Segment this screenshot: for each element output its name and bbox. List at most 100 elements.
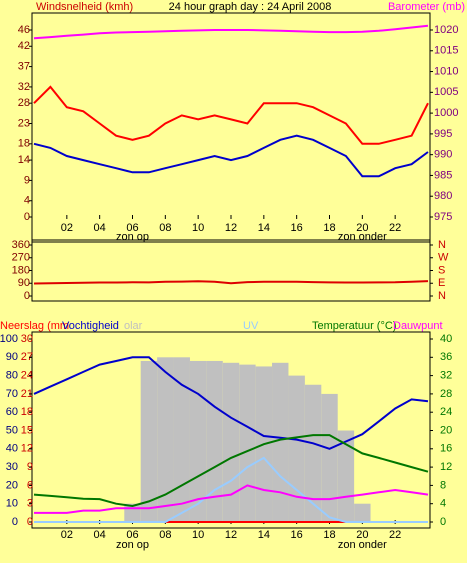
y-tick-label: 4 <box>24 195 30 207</box>
y-tick-label: 46 <box>18 24 30 36</box>
series-line <box>33 434 429 508</box>
y-tick-label: 0 <box>24 211 30 223</box>
solar-bar <box>304 384 322 522</box>
solar-bar <box>337 430 355 522</box>
series-line <box>33 134 429 178</box>
solar-bar <box>157 357 174 522</box>
solar-bar <box>272 362 289 522</box>
solar-bar <box>206 360 223 522</box>
y3-tick-label: 30 <box>21 333 33 345</box>
x-tick-label: 12 <box>225 529 237 541</box>
y-tick-label: 23 <box>18 117 30 129</box>
y3-tick-label: 12 <box>21 443 33 455</box>
y-tick-label: 60 <box>6 406 18 418</box>
y-tick-label: 42 <box>18 40 30 52</box>
y-tick-label: 0 <box>12 516 18 528</box>
solar-bar <box>189 360 207 522</box>
series-line <box>33 85 429 145</box>
x-tick-label: 20 <box>356 222 368 234</box>
x-tick-label: 04 <box>94 222 106 234</box>
y-tick-label: 9 <box>24 174 30 186</box>
y-tick-label: 70 <box>6 388 18 400</box>
x-tick-label: 22 <box>389 222 401 234</box>
y-tick-label: 0 <box>24 290 30 302</box>
x-tick-label: 16 <box>291 222 303 234</box>
series-line <box>33 356 429 450</box>
x-tick-label: 10 <box>192 529 204 541</box>
y-tick-label: 20 <box>6 479 18 491</box>
x-tick-label: 06 <box>126 222 138 234</box>
y-tick-label: 180 <box>12 264 30 276</box>
y2-tick-label: 995 <box>434 128 452 140</box>
legend-entry: Dauwpunt <box>393 320 443 332</box>
y-tick-label: 14 <box>18 154 30 166</box>
series-line <box>33 24 429 40</box>
y-tick-label: 90 <box>6 351 18 363</box>
y2-tick-label: 990 <box>434 149 452 161</box>
y-tick-label: 32 <box>18 81 30 93</box>
annotation: zon op <box>116 231 149 243</box>
y2-tick-label: 16 <box>440 443 452 455</box>
y-tick-label: 270 <box>12 252 30 264</box>
y2-tick-label: 1005 <box>434 86 458 98</box>
x-tick-label: 02 <box>61 222 73 234</box>
y-tick-label: 37 <box>18 60 30 72</box>
y2-tick-label: 980 <box>434 190 452 202</box>
y2-tick-label: 36 <box>440 351 452 363</box>
series-line <box>33 280 429 285</box>
y2-tick-label: 4 <box>440 498 446 510</box>
x-tick-label: 16 <box>291 529 303 541</box>
x-tick-label: 08 <box>159 529 171 541</box>
solar-bar <box>288 375 305 522</box>
y-tick-label: 30 <box>6 461 18 473</box>
solar-bar <box>239 364 256 522</box>
annotation: zon op <box>116 539 149 551</box>
legend-entry: UV <box>243 320 259 332</box>
panel-frame <box>31 239 431 302</box>
y3-tick-label: 18 <box>21 406 33 418</box>
y2-tick-label: E <box>438 277 445 289</box>
y-tick-label: 10 <box>6 498 18 510</box>
y2-tick-label: 1000 <box>434 107 458 119</box>
x-tick-label: 14 <box>258 222 270 234</box>
y2-tick-label: 1015 <box>434 45 458 57</box>
y2-tick-label: 32 <box>440 370 452 382</box>
x-tick-label: 18 <box>323 222 335 234</box>
y2-tick-label: 0 <box>440 516 446 528</box>
y3-tick-label: 15 <box>21 424 33 436</box>
y2-tick-label: 20 <box>440 424 452 436</box>
y2-tick-label: 1010 <box>434 65 458 77</box>
panel-frame <box>31 12 431 243</box>
x-tick-label: 08 <box>159 222 171 234</box>
annotation: zon onder <box>338 539 387 551</box>
x-tick-label: 20 <box>356 529 368 541</box>
y2-tick-label: 40 <box>440 333 452 345</box>
wind-axis-title: Windsnelheid (kmh) <box>36 1 133 13</box>
y2-tick-label: 24 <box>440 406 452 418</box>
y2-tick-label: W <box>438 252 449 264</box>
annotation: zon onder <box>338 231 387 243</box>
x-tick-label: 18 <box>323 529 335 541</box>
legend-entry: Vochtigheid <box>62 320 119 332</box>
y2-tick-label: 1020 <box>434 24 458 36</box>
y3-tick-label: 27 <box>21 351 33 363</box>
y2-tick-label: 985 <box>434 169 452 181</box>
x-tick-label: 02 <box>61 529 73 541</box>
solar-bar <box>140 360 158 522</box>
y-tick-label: 18 <box>18 138 30 150</box>
y-tick-label: 28 <box>18 97 30 109</box>
x-tick-label: 22 <box>389 529 401 541</box>
y-tick-label: 360 <box>12 239 30 251</box>
solar-bar <box>354 503 371 522</box>
solar-bar <box>222 362 240 522</box>
y-tick-label: 90 <box>18 277 30 289</box>
series-line <box>34 484 429 514</box>
y2-tick-label: 28 <box>440 388 452 400</box>
series-line <box>34 456 428 523</box>
x-tick-label: 12 <box>225 222 237 234</box>
chart-title: 24 hour graph day : 24 April 2008 <box>169 1 332 13</box>
legend-entry: Temperatuur (°C) <box>312 320 396 332</box>
y-tick-label: 80 <box>6 370 18 382</box>
y-tick-label: 100 <box>0 333 18 345</box>
